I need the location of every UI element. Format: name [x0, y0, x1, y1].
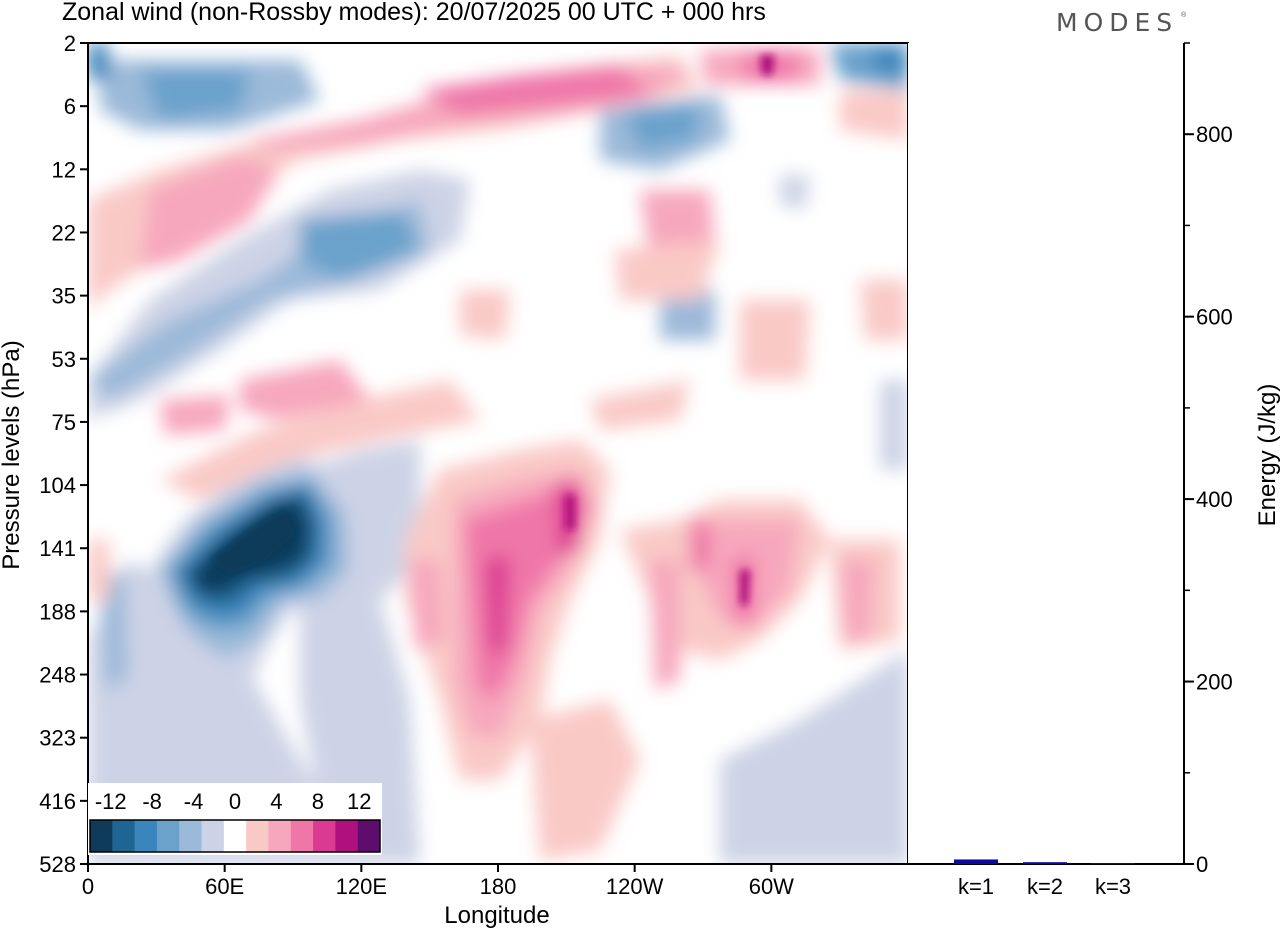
y-axis-title: Pressure levels (hPa) — [0, 340, 25, 569]
colorbar-frame — [89, 819, 381, 853]
energy-tick-label: 600 — [1196, 305, 1233, 330]
energy-axis-ticks: 0 200 400 600 800 — [1184, 42, 1233, 877]
x-tick-label: 60E — [205, 874, 244, 899]
y-tick-label: 22 — [52, 220, 76, 245]
colorbar-label: 8 — [312, 789, 324, 814]
heatmap-axis-ticks: 0 60E 120E 180 120W 60W 2 6 12 22 35 53 75 104 141 188 2… — [39, 31, 794, 899]
y-tick-label: 188 — [39, 599, 76, 624]
x-tick-label: 120W — [606, 874, 664, 899]
brand-registered-mark: ® — [1181, 12, 1187, 19]
y-tick-label: 416 — [39, 789, 76, 814]
colorbar-swatch — [357, 820, 381, 852]
y-tick-label: 323 — [39, 726, 76, 751]
y-tick-label: 2 — [64, 31, 76, 56]
y-tick-label: 248 — [39, 663, 76, 688]
energy-panel — [908, 43, 1184, 864]
y-tick-label: 12 — [52, 157, 76, 182]
colorbar-swatch — [90, 820, 113, 852]
y-tick-label: 6 — [64, 94, 76, 119]
chart-title: Zonal wind (non-Rossby modes): 20/07/202… — [62, 0, 766, 26]
colorbar-swatch — [112, 820, 136, 852]
energy-tick-label: 200 — [1196, 670, 1233, 695]
x-tick-label: 120E — [336, 874, 387, 899]
colorbar-label: 12 — [347, 789, 371, 814]
y-tick-label: 75 — [52, 410, 76, 435]
colorbar-label: -4 — [184, 789, 204, 814]
colorbar-swatch — [268, 820, 292, 852]
x-tick-label: 0 — [82, 874, 94, 899]
colorbar-swatch — [179, 820, 203, 852]
colorbar-swatch — [201, 820, 225, 852]
colorbar-label: 0 — [229, 789, 241, 814]
colorbar-swatch — [313, 820, 336, 852]
energy-bar — [1023, 862, 1067, 864]
energy-category-label: k=3 — [1095, 874, 1131, 899]
y-tick-label: 35 — [52, 284, 76, 309]
colorbar-label: -12 — [95, 789, 127, 814]
heatmap-field — [88, 43, 908, 864]
colorbar-swatch — [246, 820, 269, 852]
colorbar: -12 -8 -4 0 4 8 12 — [88, 783, 382, 855]
x-tick-label: 60W — [749, 874, 794, 899]
energy-category-label: k=1 — [958, 874, 994, 899]
colorbar-swatch — [156, 820, 180, 852]
colorbar-swatch — [290, 820, 314, 852]
colorbar-label: 4 — [270, 789, 282, 814]
energy-bar — [954, 859, 998, 864]
brand-logo: MODES — [1056, 8, 1179, 37]
energy-axis-title: Energy (J/kg) — [1254, 384, 1280, 527]
colorbar-swatch — [223, 820, 247, 852]
y-tick-label: 141 — [39, 536, 76, 561]
energy-bars: k=1 k=2 k=3 — [954, 859, 1135, 899]
energy-category-label: k=2 — [1027, 874, 1063, 899]
energy-tick-label: 400 — [1196, 487, 1233, 512]
y-tick-label: 104 — [39, 473, 76, 498]
x-axis-title: Longitude — [444, 902, 549, 929]
energy-tick-label: 0 — [1196, 852, 1208, 877]
energy-tick-label: 800 — [1196, 122, 1233, 147]
colorbar-label: -8 — [142, 789, 162, 814]
y-tick-label: 528 — [39, 852, 76, 877]
energy-bar — [1091, 863, 1135, 865]
colorbar-swatch — [335, 820, 359, 852]
y-tick-label: 53 — [52, 347, 76, 372]
colorbar-swatch — [134, 820, 158, 852]
x-tick-label: 180 — [480, 874, 517, 899]
